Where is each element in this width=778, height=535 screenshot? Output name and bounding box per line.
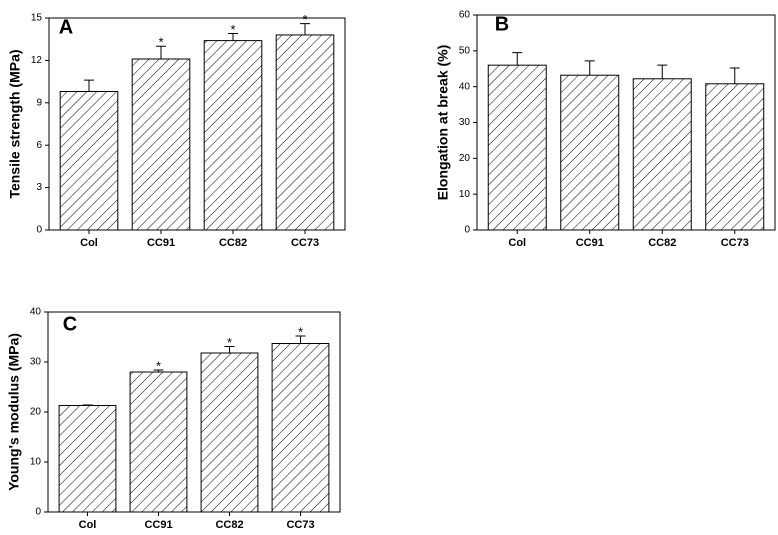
- error-bar: [295, 335, 306, 344]
- significance-marker: *: [298, 324, 303, 339]
- bar: [203, 40, 263, 231]
- error-bar: [153, 369, 164, 372]
- significance-marker: *: [227, 335, 232, 350]
- y-tick-label: 10: [459, 189, 471, 200]
- error-bar: [224, 346, 235, 353]
- y-tick-label: 9: [36, 97, 42, 108]
- error-bar: [512, 52, 523, 66]
- y-tick-label: 12: [31, 55, 43, 66]
- significance-marker: *: [156, 358, 161, 373]
- plot-frame: [48, 17, 346, 231]
- bar: [131, 58, 191, 231]
- x-tick-label: CC91: [144, 519, 172, 531]
- y-tick-label: 0: [35, 507, 41, 518]
- x-tick-label: CC82: [215, 519, 243, 531]
- x-tick-label: CC73: [721, 237, 749, 249]
- x-tick-label: CC91: [576, 237, 604, 249]
- panel-label: B: [495, 13, 509, 35]
- y-tick-label: 30: [459, 117, 471, 128]
- y-tick-label: 60: [459, 10, 471, 21]
- error-bar: [584, 60, 595, 76]
- y-tick-label: 20: [459, 153, 471, 164]
- significance-marker: *: [230, 22, 235, 37]
- bar: [632, 78, 692, 231]
- x-tick-label: CC73: [286, 519, 314, 531]
- y-tick-label: 6: [36, 140, 42, 151]
- x-tick-label: Col: [508, 237, 526, 249]
- y-tick-label: 30: [30, 357, 42, 368]
- error-bar: [300, 23, 310, 35]
- bar: [59, 90, 119, 231]
- x-tick-label: Col: [80, 237, 98, 249]
- error-bar: [729, 67, 740, 84]
- x-tick-label: CC73: [291, 237, 319, 249]
- bar: [271, 343, 330, 513]
- y-axis-label: Tensile strength (MPa): [7, 49, 23, 198]
- bar: [487, 64, 547, 231]
- panel-label: A: [59, 16, 73, 38]
- error-bar: [657, 64, 668, 79]
- bar: [58, 405, 117, 513]
- y-tick-label: 0: [36, 225, 42, 236]
- error-bar: [228, 33, 238, 41]
- x-tick-label: CC82: [648, 237, 676, 249]
- y-tick-label: 40: [30, 307, 42, 318]
- bar: [560, 74, 620, 231]
- error-bar: [84, 79, 94, 92]
- bar: [200, 352, 259, 513]
- y-tick-label: 50: [459, 45, 471, 56]
- significance-marker: *: [158, 35, 163, 50]
- y-tick-label: 10: [30, 457, 42, 468]
- y-axis-label: Young's modulus (MPa): [6, 333, 22, 491]
- y-tick-label: 0: [464, 225, 470, 236]
- bar: [275, 34, 335, 231]
- plot-frame: [476, 14, 776, 231]
- panel-label: C: [63, 313, 77, 335]
- error-bar: [82, 404, 93, 406]
- bar: [705, 83, 765, 231]
- x-tick-label: Col: [79, 519, 97, 531]
- error-bar: [156, 45, 166, 59]
- bar: [129, 371, 188, 513]
- x-tick-label: CC91: [147, 237, 175, 249]
- y-tick-label: 3: [36, 182, 42, 193]
- y-tick-label: 20: [30, 407, 42, 418]
- y-tick-label: 15: [31, 13, 43, 24]
- x-tick-label: CC82: [219, 237, 247, 249]
- y-axis-label: Elongation at break (%): [435, 45, 451, 201]
- y-tick-label: 40: [459, 81, 471, 92]
- plot-frame: [47, 311, 341, 513]
- significance-marker: *: [302, 12, 307, 27]
